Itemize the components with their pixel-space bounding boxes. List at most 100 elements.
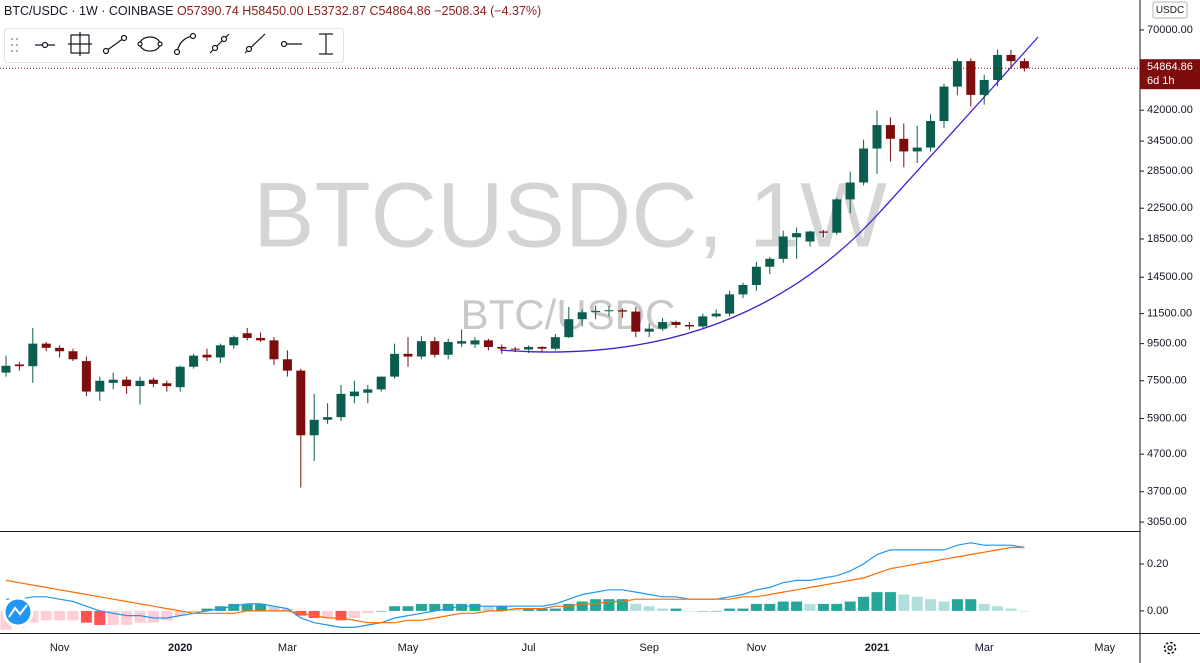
candle-body	[818, 231, 828, 233]
histogram-bar	[576, 601, 588, 611]
x-tick-label: May	[1094, 642, 1115, 654]
histogram-bar	[80, 610, 92, 623]
settings-button[interactable]	[1163, 641, 1177, 655]
histogram-bar	[375, 610, 387, 612]
histogram-bar	[362, 610, 374, 614]
candle-body	[162, 383, 172, 387]
histogram-bar	[482, 606, 494, 611]
histogram-bar	[281, 608, 293, 611]
histogram-bar	[523, 608, 535, 611]
candle-body	[1019, 61, 1029, 69]
candle-body	[14, 364, 24, 367]
tool-trend-line[interactable]	[102, 34, 128, 55]
y-tick-label: 0.20	[1147, 558, 1168, 570]
logo-mark	[8, 604, 28, 618]
currency-box[interactable]: USDC	[1152, 1, 1188, 19]
y-tick-label: 0.00	[1147, 605, 1168, 617]
tool-ellipse[interactable]	[137, 36, 163, 52]
candle-body	[537, 346, 547, 349]
candle-body	[202, 354, 212, 358]
candle-body	[309, 419, 319, 436]
candle-body	[591, 310, 601, 312]
histogram-bar	[737, 608, 749, 611]
histogram-bar	[603, 599, 615, 611]
histogram-bar	[710, 610, 722, 612]
histogram-bar	[322, 610, 334, 618]
candle-body	[81, 361, 91, 392]
candle-body	[229, 337, 239, 346]
x-tick-label: Nov	[50, 642, 70, 654]
tool-ray[interactable]	[209, 33, 230, 54]
candle-body	[1006, 54, 1016, 62]
y-tick-label: 7500.00	[1147, 375, 1187, 387]
y-tick-label: 11500.00	[1147, 308, 1192, 320]
candle-body	[457, 341, 467, 344]
histogram-bar	[978, 603, 990, 611]
candle-body	[242, 333, 252, 338]
candle-body	[55, 347, 65, 352]
candle-body	[939, 86, 949, 122]
histogram-bar	[992, 606, 1004, 611]
gear-hub	[1167, 645, 1173, 651]
histogram-bar	[683, 610, 695, 612]
y-tick-label: 3700.00	[1147, 486, 1187, 498]
candle-body	[497, 346, 507, 349]
candle-body	[135, 380, 145, 387]
watermark: BTCUSDC, 1W	[253, 164, 887, 266]
candle-body	[564, 319, 574, 338]
y-tick-label: 5900.00	[1147, 412, 1187, 424]
tool-horizontal-ray[interactable]	[35, 41, 55, 49]
candle-body	[966, 61, 976, 95]
candle-body	[403, 353, 413, 357]
histogram-bar	[147, 610, 159, 623]
chart-header: BTC/USDC · 1W · COINBASE O57390.74 H5845…	[4, 4, 541, 18]
candle-body	[336, 393, 346, 418]
candle-body	[845, 182, 855, 200]
tool-extended-line[interactable]	[244, 33, 266, 54]
histogram-bar	[161, 610, 173, 621]
histogram-bar	[965, 599, 977, 611]
y-tick-label: 14500.00	[1147, 271, 1193, 283]
histogram-bar	[415, 603, 427, 611]
candle-body	[430, 341, 440, 355]
histogram-bar	[268, 606, 280, 611]
histogram-bar	[509, 608, 521, 611]
histogram-bar	[40, 610, 52, 621]
histogram-bar	[831, 603, 843, 611]
tool-horizontal-line[interactable]	[280, 40, 303, 48]
tool-crosshair-box[interactable]	[68, 32, 92, 56]
y-tick-label: 28500.00	[1147, 165, 1193, 177]
tool-curve[interactable]	[173, 32, 197, 56]
candle-body	[617, 310, 627, 312]
currency-frame	[1152, 1, 1188, 19]
candle-body	[282, 359, 292, 371]
histogram-bar	[844, 601, 856, 611]
candle-body	[269, 340, 279, 360]
y-tick-label: 4700.00	[1147, 448, 1187, 460]
histogram-bar	[335, 610, 347, 621]
histogram-bar	[697, 610, 709, 612]
candle-body	[122, 379, 132, 387]
candle-body	[510, 348, 520, 350]
y-tick-label: 9500.00	[1147, 338, 1187, 350]
candle-body	[175, 366, 185, 388]
candle-body	[993, 54, 1003, 80]
y-tick-label: 22500.00	[1147, 202, 1193, 214]
histogram-bar	[764, 603, 776, 611]
logo[interactable]	[2, 596, 34, 628]
histogram-bar	[442, 603, 454, 611]
histogram-bar	[54, 610, 66, 621]
candle-body	[899, 138, 909, 152]
macd-line	[6, 542, 1025, 628]
histogram-bar	[134, 610, 146, 623]
histogram-bar	[456, 603, 468, 611]
candle-body	[604, 310, 614, 312]
candle-body	[470, 340, 480, 345]
histogram-bar	[643, 606, 655, 611]
tool-vertical-measure[interactable]	[319, 33, 333, 55]
plot-layer	[0, 49, 1140, 630]
histogram-bar	[616, 599, 628, 611]
candle-body	[108, 379, 118, 383]
histogram-bar	[938, 601, 950, 611]
